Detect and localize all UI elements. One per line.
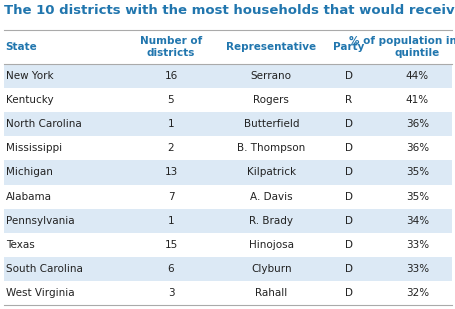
Text: 6: 6 (167, 264, 174, 274)
Text: State: State (5, 42, 37, 52)
Text: 36%: 36% (405, 143, 428, 153)
Text: New York: New York (5, 71, 53, 81)
Text: D: D (344, 264, 352, 274)
Text: West Virginia: West Virginia (5, 288, 74, 298)
Text: 16: 16 (164, 71, 177, 81)
Bar (4, 160, 451, 184)
Text: 41%: 41% (405, 95, 428, 105)
Text: Number of
districts: Number of districts (140, 36, 202, 58)
Text: Butterfield: Butterfield (243, 119, 298, 129)
Text: The 10 districts with the most households that would receive a rebate: The 10 districts with the most household… (4, 4, 455, 17)
Text: D: D (344, 192, 352, 201)
Text: 33%: 33% (405, 264, 428, 274)
Text: D: D (344, 288, 352, 298)
Text: Michigan: Michigan (5, 167, 52, 177)
Text: Pennsylvania: Pennsylvania (5, 216, 74, 226)
Text: 34%: 34% (405, 216, 428, 226)
Text: A. Davis: A. Davis (249, 192, 292, 201)
Text: 3: 3 (167, 288, 174, 298)
Text: 5: 5 (167, 95, 174, 105)
Text: D: D (344, 167, 352, 177)
Bar (4, 112, 451, 136)
Bar (4, 64, 451, 88)
Text: Mississippi: Mississippi (5, 143, 61, 153)
Text: 13: 13 (164, 167, 177, 177)
Text: Party: Party (333, 42, 364, 52)
Text: D: D (344, 71, 352, 81)
Text: Kilpatrick: Kilpatrick (246, 167, 295, 177)
Text: Hinojosa: Hinojosa (248, 240, 293, 250)
Text: D: D (344, 143, 352, 153)
Text: South Carolina: South Carolina (5, 264, 82, 274)
Text: North Carolina: North Carolina (5, 119, 81, 129)
Text: Alabama: Alabama (5, 192, 51, 201)
Text: 1: 1 (167, 216, 174, 226)
Text: Kentucky: Kentucky (5, 95, 53, 105)
Text: Serrano: Serrano (250, 71, 291, 81)
Text: 7: 7 (167, 192, 174, 201)
Text: D: D (344, 119, 352, 129)
Text: Representative: Representative (226, 42, 316, 52)
Text: R. Brady: R. Brady (249, 216, 293, 226)
Text: R: R (344, 95, 352, 105)
Text: 44%: 44% (405, 71, 428, 81)
Text: D: D (344, 240, 352, 250)
Bar (4, 209, 451, 233)
Text: B. Thompson: B. Thompson (237, 143, 305, 153)
Text: 1: 1 (167, 119, 174, 129)
Text: 33%: 33% (405, 240, 428, 250)
Text: Texas: Texas (5, 240, 34, 250)
Text: 32%: 32% (405, 288, 428, 298)
Text: Rahall: Rahall (255, 288, 287, 298)
Text: 15: 15 (164, 240, 177, 250)
Text: Rogers: Rogers (253, 95, 288, 105)
Text: 35%: 35% (405, 167, 428, 177)
Text: Clyburn: Clyburn (250, 264, 291, 274)
Bar (4, 257, 451, 281)
Text: 2: 2 (167, 143, 174, 153)
Text: 36%: 36% (405, 119, 428, 129)
Text: % of population in first
quintile: % of population in first quintile (349, 36, 455, 58)
Text: D: D (344, 216, 352, 226)
Text: 35%: 35% (405, 192, 428, 201)
